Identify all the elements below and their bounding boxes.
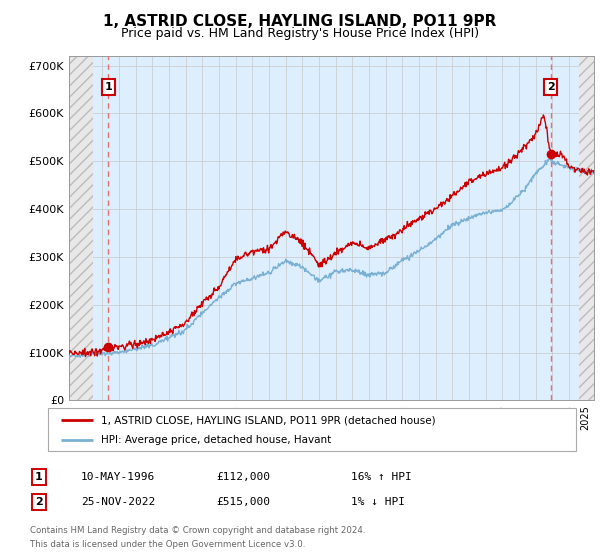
Text: £112,000: £112,000 xyxy=(216,472,270,482)
Text: Price paid vs. HM Land Registry's House Price Index (HPI): Price paid vs. HM Land Registry's House … xyxy=(121,27,479,40)
Text: Contains HM Land Registry data © Crown copyright and database right 2024.: Contains HM Land Registry data © Crown c… xyxy=(30,526,365,535)
Text: 1% ↓ HPI: 1% ↓ HPI xyxy=(351,497,405,507)
Text: £515,000: £515,000 xyxy=(216,497,270,507)
Text: 1: 1 xyxy=(35,472,43,482)
Text: 2: 2 xyxy=(35,497,43,507)
Bar xyxy=(578,56,594,400)
Bar xyxy=(69,56,92,400)
Text: 2: 2 xyxy=(547,82,554,92)
Text: 25-NOV-2022: 25-NOV-2022 xyxy=(81,497,155,507)
Text: 10-MAY-1996: 10-MAY-1996 xyxy=(81,472,155,482)
Text: This data is licensed under the Open Government Licence v3.0.: This data is licensed under the Open Gov… xyxy=(30,540,305,549)
Text: 1: 1 xyxy=(104,82,112,92)
FancyBboxPatch shape xyxy=(48,408,576,451)
Text: HPI: Average price, detached house, Havant: HPI: Average price, detached house, Hava… xyxy=(101,435,331,445)
Text: 1, ASTRID CLOSE, HAYLING ISLAND, PO11 9PR: 1, ASTRID CLOSE, HAYLING ISLAND, PO11 9P… xyxy=(103,14,497,29)
Text: 16% ↑ HPI: 16% ↑ HPI xyxy=(351,472,412,482)
Text: 1, ASTRID CLOSE, HAYLING ISLAND, PO11 9PR (detached house): 1, ASTRID CLOSE, HAYLING ISLAND, PO11 9P… xyxy=(101,415,436,425)
